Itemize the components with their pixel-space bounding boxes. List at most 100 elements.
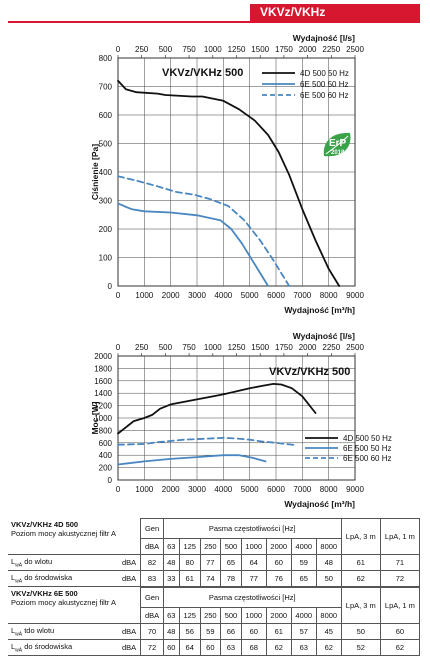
band-value: 77 [240, 570, 267, 587]
table-model: VKVz/VKHz 6E 500 [11, 588, 78, 598]
y-tick-label: 400 [99, 168, 113, 177]
series-line-1 [117, 202, 270, 287]
gen-value: 70 [140, 623, 164, 640]
y-tick-label: 200 [99, 225, 113, 234]
y-tick-label: 100 [99, 254, 113, 263]
x-tick-label: 3000 [188, 291, 206, 300]
band-value: 60 [265, 554, 292, 571]
x2-tick-label: 250 [135, 343, 149, 352]
x2-tick-label: 2250 [322, 343, 340, 352]
x-tick-label: 4000 [214, 291, 232, 300]
band-label: 8000 [315, 538, 342, 555]
row-symbol-sub: wA [15, 647, 23, 654]
table-band-row: dBA 63 125 250 500 1000 2000 4000 8000 [8, 607, 420, 624]
band-value: 48 [162, 554, 180, 571]
lpa1-value: 72 [379, 570, 421, 587]
model-header-text: VKVz/VKHz [260, 5, 326, 19]
table-row: LwA tdo wlotu dBA 70 48 56 59 66 60 61 57 45 50 60 [8, 623, 421, 640]
band-label: 63 [162, 538, 180, 555]
x-tick-label: 9000 [346, 291, 364, 300]
x-tick-label: 2000 [162, 485, 180, 494]
lpa3-value: 61 [340, 554, 381, 571]
legend-label-0: 4D 500 50 Hz [343, 434, 392, 443]
y-tick-label: 200 [99, 464, 113, 473]
y-tick-label: 700 [99, 83, 113, 92]
band-value: 66 [220, 623, 242, 640]
y-tick-label: 400 [99, 451, 113, 460]
x-tick-label: 4000 [214, 485, 232, 494]
band-value: 74 [199, 570, 222, 587]
x-tick-label: 9000 [346, 485, 364, 494]
series-line-0 [117, 383, 317, 435]
band-value: 65 [290, 570, 317, 587]
row-label: LwA do wlotu [8, 554, 119, 571]
y-tick-label: 800 [99, 54, 113, 63]
band-value: 33 [162, 570, 180, 587]
y-tick-label: 300 [99, 197, 113, 206]
x2-tick-label: 2500 [346, 45, 364, 54]
x2-tick-label: 2500 [346, 343, 364, 352]
band-label: 4000 [290, 607, 317, 624]
band-value: 59 [290, 554, 317, 571]
y-tick-label: 600 [99, 111, 113, 120]
y-tick-label: 1600 [94, 377, 112, 386]
x-tick-label: 2000 [162, 291, 180, 300]
row-symbol: L [11, 641, 16, 651]
band-label: 250 [199, 538, 222, 555]
x2-tick-label: 2000 [299, 343, 317, 352]
legend-label-1: 6E 500 50 Hz [300, 80, 348, 89]
band-value: 57 [290, 623, 317, 640]
chart-title: VKVz/VKHz 500 [162, 67, 243, 79]
y-tick-label: 1800 [94, 364, 112, 373]
gen-unit: dBA [140, 607, 164, 624]
row-symbol: L [11, 625, 16, 635]
band-value: 63 [290, 639, 317, 656]
lpa1-header: LpA, 1 m [379, 518, 421, 555]
power-chart: 0 1000 2000 3000 4000 5000 6000 7000 8000 9000020… [90, 331, 392, 509]
y-tick-label: 0 [108, 282, 113, 291]
band-value: 48 [315, 554, 342, 571]
y-tick-label: 1400 [94, 389, 112, 398]
pressure-chart: 0 1000 2000 3000 4000 5000 6000 7000 8000 9000010… [90, 33, 364, 315]
band-label: 125 [178, 607, 201, 624]
band-value: 77 [199, 554, 222, 571]
table-header-row: VKVz/VKHz 4D 500 Poziom mocy akustycznej … [8, 518, 421, 555]
header-divider [8, 21, 420, 23]
row-label: LwA tdo wlotu [8, 623, 119, 640]
band-value: 62 [315, 639, 342, 656]
row-symbol-sub: wA [15, 631, 23, 638]
x-tick-label: 8000 [320, 291, 338, 300]
lpa1-value: 62 [379, 639, 421, 656]
x2-tick-label: 1750 [275, 45, 293, 54]
band-value: 62 [265, 639, 292, 656]
x-tick-label: 1000 [135, 485, 153, 494]
band-label: 8000 [315, 607, 342, 624]
x-axis-label: Wydajność [m³/h] [284, 499, 355, 509]
table-subtitle: Poziom mocy akustycznej filtr A [11, 528, 117, 538]
series-line-0 [117, 79, 341, 287]
x-axis-label: Wydajność [m³/h] [284, 305, 355, 315]
band-value: 80 [178, 554, 201, 571]
lpa1-value: 60 [379, 623, 421, 640]
y-tick-label: 800 [99, 426, 113, 435]
legend-label-2: 6E 500 60 Hz [300, 91, 348, 100]
band-label: 2000 [265, 538, 292, 555]
band-value: 68 [240, 639, 267, 656]
x2-tick-label: 750 [182, 45, 196, 54]
chart-title: VKVz/VKHz 500 [269, 366, 350, 378]
acoustic-table-6e: VKVz/VKHz 6E 500 Poziom mocy akustycznej … [8, 587, 421, 656]
model-header-tag: VKVz/VKHz [250, 4, 420, 21]
series-line-2 [117, 436, 299, 447]
band-value: 48 [162, 623, 180, 640]
row-label: LwA do środowiska [8, 570, 119, 587]
x2-tick-label: 2250 [322, 45, 340, 54]
lpa3-value: 62 [340, 570, 381, 587]
series-line-2 [117, 175, 291, 287]
legend-label-1: 6E 500 50 Hz [343, 444, 391, 453]
lpa3-value: 52 [340, 639, 381, 656]
band-value: 78 [220, 570, 242, 587]
band-label: 63 [162, 607, 180, 624]
x-tick-label: 6000 [267, 485, 285, 494]
erp-year: 2018 [331, 150, 345, 156]
table-row: LwA do wlotu dBA 82 48 80 77 65 64 60 59 48 61 71 [8, 554, 421, 571]
